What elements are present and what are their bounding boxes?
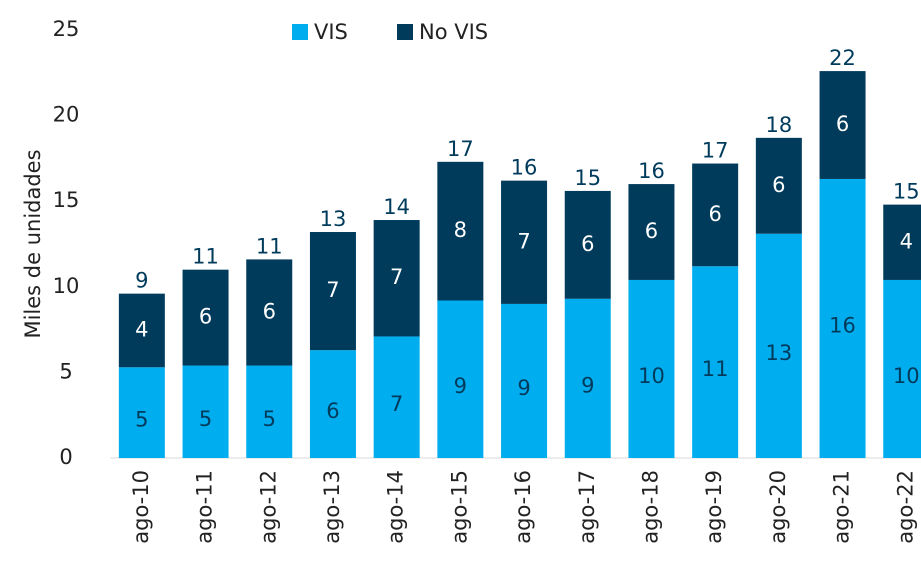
data-label: 4 xyxy=(135,317,148,341)
bar-segment xyxy=(564,190,611,299)
y-tick-label: 10 xyxy=(53,274,80,298)
total-label: 17 xyxy=(447,137,474,161)
total-label: 14 xyxy=(383,195,410,219)
x-tick-label: ago-13 xyxy=(320,470,344,544)
x-tick-label: ago-22 xyxy=(893,470,917,544)
total-label: 15 xyxy=(893,180,920,204)
data-label: 6 xyxy=(581,232,594,256)
data-label: 6 xyxy=(772,173,785,197)
x-tick-label: ago-17 xyxy=(575,470,599,544)
bar-segment xyxy=(182,269,229,366)
y-tick-label: 0 xyxy=(59,445,72,469)
y-tick-label: 25 xyxy=(53,17,80,41)
x-tick-label: ago-10 xyxy=(129,470,153,544)
data-label: 11 xyxy=(702,357,729,381)
data-label: 10 xyxy=(893,364,920,388)
x-tick-label: ago-18 xyxy=(638,470,662,544)
data-label: 8 xyxy=(454,218,467,242)
total-label: 16 xyxy=(511,156,538,180)
bar-segment xyxy=(883,279,921,458)
legend-label: No VIS xyxy=(419,20,488,44)
bar-segment xyxy=(564,298,611,458)
bar-segment xyxy=(437,161,484,301)
data-label: 9 xyxy=(454,374,467,398)
y-tick-label: 20 xyxy=(53,103,80,127)
x-tick-label: ago-19 xyxy=(702,470,726,544)
total-label: 22 xyxy=(829,46,856,70)
bar-segment xyxy=(628,184,675,280)
data-label: 7 xyxy=(326,278,339,302)
data-label: 6 xyxy=(645,219,658,243)
x-tick-label: ago-21 xyxy=(830,470,854,544)
data-label: 7 xyxy=(390,265,403,289)
total-label: 11 xyxy=(192,245,219,269)
x-tick-label: ago-20 xyxy=(766,470,790,544)
data-label: 5 xyxy=(199,407,212,431)
data-label: 13 xyxy=(765,341,792,365)
bar-segment xyxy=(309,232,356,351)
bar-segment xyxy=(373,336,420,458)
data-label: 6 xyxy=(326,399,339,423)
data-label: 9 xyxy=(517,376,530,400)
bar-segment xyxy=(437,300,484,458)
total-label: 13 xyxy=(320,207,347,231)
bar-segment xyxy=(373,220,420,337)
total-label: 17 xyxy=(702,139,729,163)
data-label: 9 xyxy=(581,373,594,397)
x-tick-label: ago-11 xyxy=(193,470,217,544)
data-label: 4 xyxy=(900,229,913,253)
bar-segment xyxy=(628,279,675,458)
data-label: 7 xyxy=(390,392,403,416)
bar-segment xyxy=(755,233,802,458)
bar-segment xyxy=(501,180,548,304)
bar-segment xyxy=(182,365,229,458)
data-label: 7 xyxy=(517,229,530,253)
bar-segment xyxy=(692,266,739,458)
total-label: 16 xyxy=(638,159,665,183)
total-label: 18 xyxy=(765,113,792,137)
data-label: 16 xyxy=(829,313,856,337)
y-axis-title: Miles de unidades xyxy=(21,149,45,338)
total-label: 11 xyxy=(256,234,283,258)
data-label: 5 xyxy=(263,407,276,431)
bar-segment xyxy=(118,293,165,368)
bar-segment xyxy=(118,367,165,458)
bar-segment xyxy=(692,163,739,267)
y-tick-label: 5 xyxy=(59,359,72,383)
legend-label: VIS xyxy=(314,20,348,44)
bar-segment xyxy=(501,303,548,458)
x-tick-label: ago-12 xyxy=(256,470,280,544)
bar-segment xyxy=(246,259,293,366)
data-label: 10 xyxy=(638,364,665,388)
x-tick-label: ago-14 xyxy=(384,470,408,544)
bar-segment xyxy=(819,71,866,179)
data-label: 5 xyxy=(135,408,148,432)
x-tick-label: ago-15 xyxy=(447,470,471,544)
y-tick-label: 15 xyxy=(53,188,80,212)
total-label: 9 xyxy=(135,269,148,293)
total-label: 15 xyxy=(574,166,601,190)
legend-swatch xyxy=(292,24,308,40)
data-label: 6 xyxy=(836,112,849,136)
legend-swatch xyxy=(397,24,413,40)
bar-segment xyxy=(883,204,921,280)
bar-segment xyxy=(819,178,866,458)
bar-segment xyxy=(246,365,293,458)
x-tick-label: ago-16 xyxy=(511,470,535,544)
data-label: 6 xyxy=(199,305,212,329)
data-label: 6 xyxy=(708,202,721,226)
bar-segment xyxy=(755,137,802,234)
bar-segment xyxy=(309,350,356,458)
data-label: 6 xyxy=(263,299,276,323)
